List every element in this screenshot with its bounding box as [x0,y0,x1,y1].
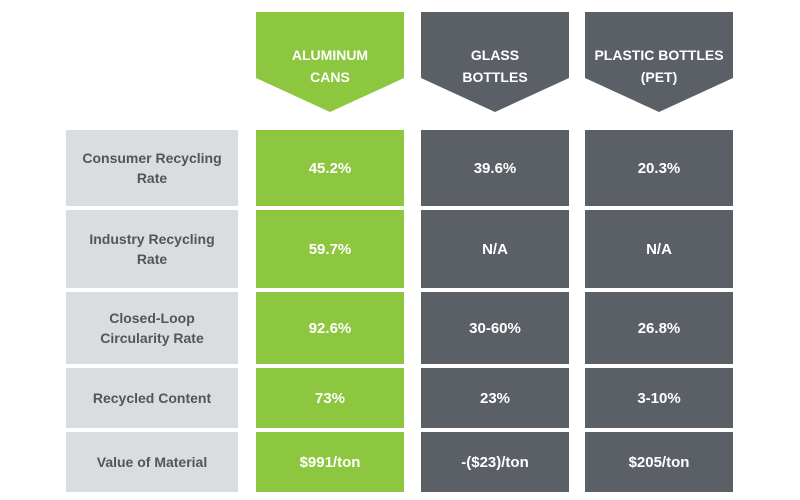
column-header-glass-bottles: GLASS BOTTLES [421,12,569,112]
column-header-plastic-bottles: PLASTIC BOTTLES (PET) [585,12,733,112]
cell-plastic-closed-loop-circularity-rate: 26.8% [585,292,733,364]
cell-plastic-recycled-content: 3-10% [585,368,733,428]
cell-glass-recycled-content: 23% [421,368,569,428]
row-label-value-of-material: Value of Material [66,432,238,492]
cell-plastic-value-of-material: $205/ton [585,432,733,492]
column-header-label: GLASS BOTTLES [462,47,528,85]
cell-plastic-consumer-recycling-rate: 20.3% [585,130,733,206]
cell-aluminum-recycled-content: 73% [256,368,404,428]
row-label-industry-recycling-rate: Industry Recycling Rate [66,210,238,288]
cell-plastic-industry-recycling-rate: N/A [585,210,733,288]
cell-glass-industry-recycling-rate: N/A [421,210,569,288]
cell-glass-closed-loop-circularity-rate: 30-60% [421,292,569,364]
cell-glass-consumer-recycling-rate: 39.6% [421,130,569,206]
row-label-recycled-content: Recycled Content [66,368,238,428]
column-header-label: ALUMINUM CANS [291,47,369,85]
row-label-closed-loop-circularity-rate: Closed-Loop Circularity Rate [66,292,238,364]
cell-aluminum-closed-loop-circularity-rate: 92.6% [256,292,404,364]
column-header-label: PLASTIC BOTTLES (PET) [594,47,724,85]
cell-glass-value-of-material: -($23)/ton [421,432,569,492]
cell-aluminum-consumer-recycling-rate: 45.2% [256,130,404,206]
cell-aluminum-value-of-material: $991/ton [256,432,404,492]
column-header-aluminum-cans: ALUMINUM CANS [256,12,404,112]
row-label-consumer-recycling-rate: Consumer Recycling Rate [66,130,238,206]
cell-aluminum-industry-recycling-rate: 59.7% [256,210,404,288]
